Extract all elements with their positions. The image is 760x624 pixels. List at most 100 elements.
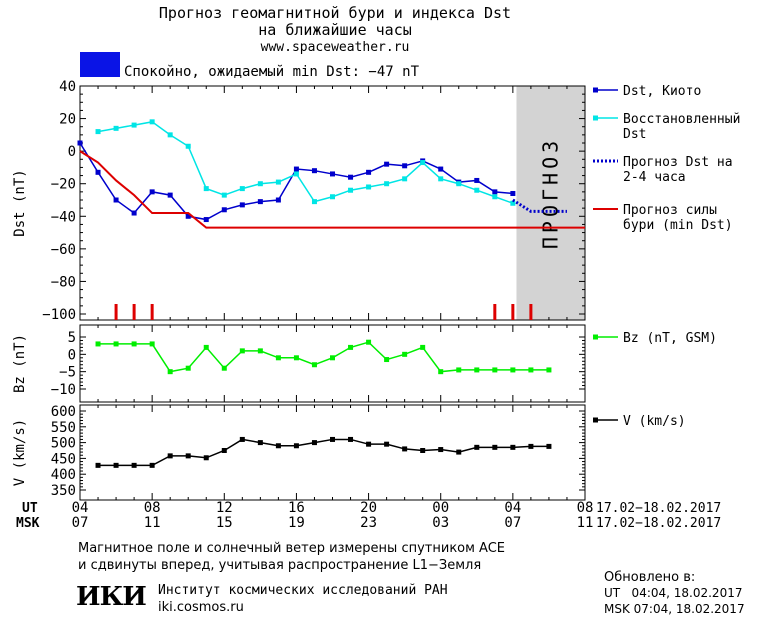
data-point — [185, 365, 191, 371]
data-point — [311, 168, 317, 174]
data-point — [257, 348, 263, 354]
forecast-region — [516, 86, 585, 320]
data-point — [203, 186, 209, 192]
data-point — [510, 367, 516, 373]
data-point — [474, 177, 480, 183]
data-point — [330, 436, 335, 442]
data-point — [366, 169, 372, 175]
y-tick-label: −10 — [51, 382, 76, 398]
institute-name: Институт космических исследований РАН — [158, 583, 448, 598]
legend-label: Bz (nT, GSM) — [623, 331, 717, 346]
data-point — [185, 213, 191, 219]
data-point — [420, 344, 426, 350]
series-line — [98, 341, 549, 373]
data-point — [546, 367, 552, 373]
data-point — [366, 184, 372, 190]
data-point — [348, 187, 354, 193]
legend-entry: Прогноз Dst на 2-4 часа — [593, 155, 733, 185]
data-point — [239, 436, 245, 442]
msk-label: MSK — [16, 516, 40, 531]
data-point — [185, 453, 191, 459]
data-point — [384, 181, 390, 187]
legend-label: Dst, Киото — [623, 84, 701, 99]
dst-panel: ПРОГНОЗ 40 20 0 −20 −40 −60 −80 −100 Dst (nT) — [12, 79, 586, 323]
data-point — [384, 357, 390, 363]
legend-label-line: Восстановленный — [623, 112, 740, 127]
data-point — [293, 166, 299, 172]
y-tick-label: 20 — [59, 112, 76, 128]
series-line — [512, 198, 567, 213]
y-tick-label: 550 — [51, 420, 76, 436]
data-point — [384, 161, 390, 167]
data-point — [221, 207, 227, 213]
legend-marker — [593, 417, 598, 423]
data-point — [149, 119, 155, 125]
y-tick-label: 350 — [51, 483, 76, 499]
msk-tick-label: 19 — [288, 515, 305, 531]
data-point — [402, 351, 408, 357]
y-tick-label: −20 — [51, 177, 76, 193]
legend-label: Восстановленный Dst — [623, 112, 740, 142]
status-color-box — [80, 52, 120, 77]
data-point — [257, 440, 263, 446]
data-point — [348, 436, 354, 442]
data-point — [348, 174, 354, 180]
measurement-note-line1: Магнитное поле и солнечный ветер измерен… — [78, 541, 506, 556]
data-point — [474, 367, 480, 373]
legend-label-line: Bz (nT, GSM) — [623, 331, 717, 346]
ut-tick-label: 04 — [72, 500, 89, 516]
data-point — [131, 341, 137, 347]
y-tick-label: 500 — [51, 436, 76, 452]
data-point — [420, 160, 426, 166]
legend-marker — [593, 87, 598, 93]
data-point — [311, 440, 317, 446]
msk-tick-label: 11 — [144, 515, 161, 531]
data-point — [384, 441, 390, 447]
legend-label-line: 2-4 часа — [623, 170, 686, 185]
data-point — [113, 197, 119, 203]
y-tick-label: 5 — [68, 330, 76, 346]
y-tick-label: 0 — [68, 347, 76, 363]
data-point — [113, 125, 119, 131]
chart-title-line2: на ближайшие часы — [258, 21, 412, 39]
msk-tick-label: 23 — [360, 515, 377, 531]
data-point — [402, 446, 408, 452]
data-point — [456, 367, 462, 373]
legend-label-line: Dst, Киото — [623, 84, 701, 99]
data-point — [528, 367, 534, 373]
data-point — [510, 444, 516, 450]
y-tick-label: 0 — [68, 144, 76, 160]
series — [512, 198, 567, 213]
data-point — [257, 181, 263, 187]
data-point — [420, 448, 426, 453]
data-point — [221, 192, 227, 198]
msk-tick-label: 07 — [504, 515, 521, 531]
data-point — [77, 140, 83, 146]
legend-label-line: Dst — [623, 127, 646, 142]
data-point — [131, 122, 137, 128]
series — [95, 119, 516, 206]
y-tick-label: −100 — [42, 307, 76, 323]
y-tick-label: 600 — [51, 404, 76, 420]
ut-tick-label: 16 — [288, 500, 305, 516]
series-line — [79, 150, 585, 229]
data-point — [239, 348, 245, 354]
data-point — [438, 447, 444, 453]
ut-tick-label: 08 — [144, 500, 161, 516]
data-point — [167, 453, 173, 459]
data-point — [330, 355, 335, 361]
y-tick-label: 400 — [51, 467, 76, 483]
data-point — [348, 344, 354, 350]
y-tick-label: −60 — [51, 242, 76, 258]
iki-logo: ИКИ — [76, 582, 147, 612]
series-line — [98, 438, 549, 467]
legend-label-line: бури (min Dst) — [623, 218, 733, 233]
data-point — [275, 355, 281, 361]
legend-label-line: Прогноз Dst на — [623, 155, 733, 170]
data-point — [474, 444, 480, 450]
data-point — [95, 169, 101, 175]
data-point — [149, 462, 155, 468]
data-point — [221, 365, 227, 371]
bz-panel: 50 −5−10 Bz (nT) — [12, 324, 586, 403]
ut-label: UT — [22, 501, 38, 516]
